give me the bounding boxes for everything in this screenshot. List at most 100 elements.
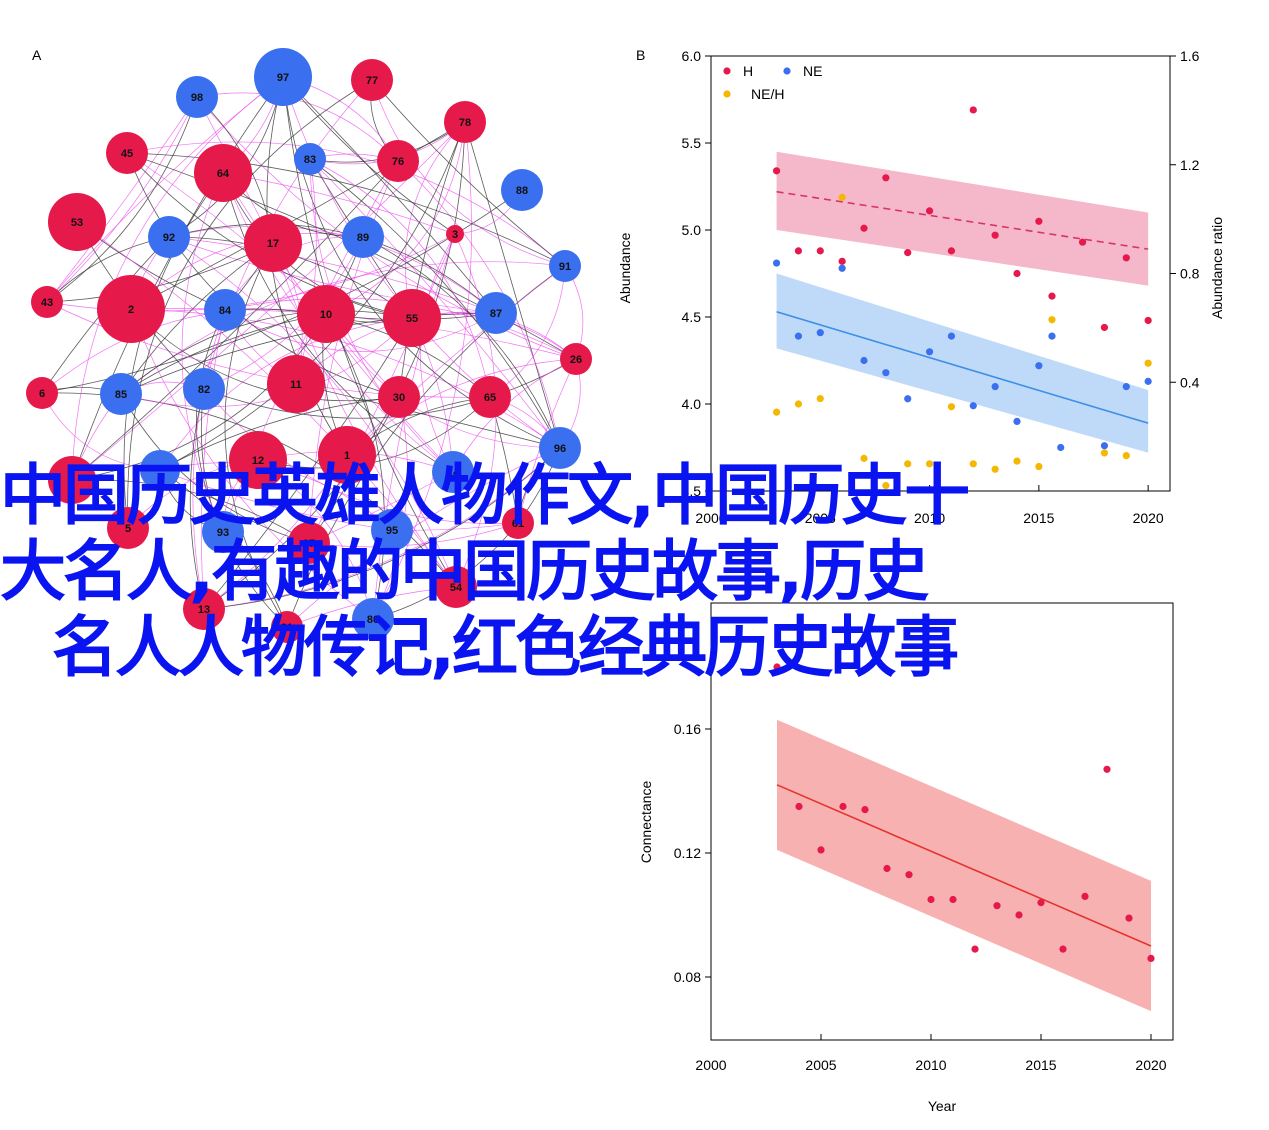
x-tick-label: 2010 <box>914 510 945 526</box>
network-node-label: 3 <box>452 229 458 241</box>
network-node: 98 <box>176 76 218 118</box>
network-edge <box>371 79 566 267</box>
network-edge <box>203 317 413 610</box>
network-node-circle <box>229 431 287 489</box>
network-node <box>140 450 180 490</box>
network-node: 17 <box>244 214 302 272</box>
network-edge <box>464 121 561 449</box>
y-tick-label: 4.5 <box>682 309 702 325</box>
data-point-h <box>860 224 868 232</box>
y2-tick-label: 1.2 <box>1180 157 1200 173</box>
network-node-circle <box>244 214 302 272</box>
legend-marker <box>723 67 731 75</box>
network-edge <box>46 96 198 303</box>
network-edge <box>130 308 561 449</box>
data-point-ne-h <box>1100 449 1109 457</box>
network-edge <box>168 236 497 314</box>
data-point-h <box>1035 217 1043 225</box>
data-point-ne-h <box>1035 462 1043 471</box>
network-node-circle <box>267 355 325 413</box>
network-edge <box>159 317 413 471</box>
data-point-h <box>772 167 781 175</box>
data-point-h <box>925 207 934 215</box>
y-tick-label: 5.5 <box>682 135 702 151</box>
network-node-label: 43 <box>41 297 53 309</box>
data-point-ne-h <box>1144 359 1152 367</box>
x-tick-label: 2000 <box>695 1057 726 1073</box>
network-node-label: 78 <box>459 117 471 129</box>
network-node-label: 6 <box>39 388 45 400</box>
network-edge <box>222 172 456 235</box>
network-node: 85 <box>100 373 142 415</box>
data-point-ne <box>1035 362 1043 370</box>
network-node-circle <box>294 143 326 175</box>
data-point-ne <box>1048 332 1056 340</box>
network-node-label: 54 <box>450 582 463 594</box>
data-point-c <box>883 864 891 873</box>
network-edge <box>397 160 561 449</box>
network-node: 76 <box>377 140 419 182</box>
network-node-circle <box>106 132 148 174</box>
network-node-circle <box>48 193 106 251</box>
x-tick-label: 2015 <box>1023 510 1054 526</box>
network-node-label: 11 <box>290 379 302 391</box>
network-edge <box>309 158 561 449</box>
data-point-h <box>1078 238 1087 246</box>
network-node-label: 2 <box>128 304 134 316</box>
data-point-c <box>1125 914 1133 922</box>
network-node-label: 86 <box>367 614 379 626</box>
data-point-c <box>927 895 935 904</box>
legend-label: NE/H <box>751 86 784 102</box>
network-node-label: 27 <box>303 538 315 550</box>
x-tick-label: 2010 <box>915 1057 946 1073</box>
data-point-ne-h <box>925 460 934 468</box>
data-point-c <box>817 846 825 854</box>
data-point-ne <box>991 383 999 391</box>
network-node: 26 <box>560 343 592 375</box>
network-node: 82 <box>183 368 225 410</box>
legend-marker <box>723 90 731 98</box>
data-point-ne <box>925 348 934 356</box>
y-axis-title-b: Abundance <box>617 232 633 303</box>
network-edge <box>120 261 566 395</box>
data-point-ne <box>1100 442 1109 450</box>
network-edge <box>272 242 457 588</box>
network-node-circle <box>475 292 517 334</box>
network-node-circle <box>377 140 419 182</box>
network-node-circle <box>148 216 190 258</box>
network-edge <box>126 141 566 267</box>
network-edge <box>168 236 497 314</box>
data-point-c <box>1147 954 1155 963</box>
network-node-label: 17 <box>267 238 279 250</box>
network-node: 55 <box>383 289 441 347</box>
legend-b: H NE NE/H <box>723 63 822 102</box>
network-node-circle <box>539 427 581 469</box>
network-edge <box>371 79 566 267</box>
network-node-label: 76 <box>392 156 404 168</box>
network-node-circle <box>204 289 246 331</box>
network-node: 10 <box>297 285 355 343</box>
data-point-ne-h <box>1013 457 1021 465</box>
network-edge <box>203 388 519 524</box>
network-node <box>48 456 96 504</box>
network-node-circle <box>342 216 384 258</box>
network-node-label: 45 <box>121 148 133 160</box>
data-point-c <box>839 802 847 811</box>
network-node-label: 10 <box>320 309 332 321</box>
data-point-c <box>949 895 957 904</box>
plot-frame-c <box>710 602 1174 1041</box>
network-edge <box>286 447 561 628</box>
connectance-panel: 0.16 0.12 0.08 2000 2005 2010 2015 2020 Connecta… <box>638 602 1174 1114</box>
y-tick-label: 0.12 <box>674 845 701 861</box>
confidence-band-h <box>776 151 1149 286</box>
data-point-ne-h <box>947 403 956 411</box>
confidence-band-ne <box>776 273 1149 453</box>
network-node-circle <box>318 426 376 484</box>
network-node: 61 <box>502 507 534 539</box>
data-point-ne <box>947 332 956 340</box>
trend-line-h <box>776 190 1149 250</box>
network-nodes: 97 77 98 78 45 64 83 76 88 53 92 17 89 3 91 43 2 84 10 55 87… <box>26 48 592 643</box>
network-edge <box>159 469 393 531</box>
data-point-ne-h <box>816 394 824 403</box>
